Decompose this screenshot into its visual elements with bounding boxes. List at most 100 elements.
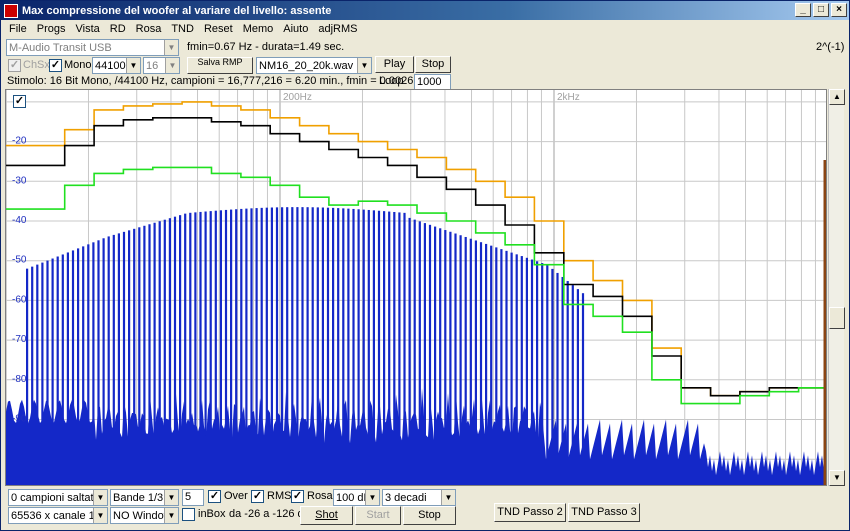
rosa-checkbox[interactable]: ✓ [291,490,304,503]
spectrum-plot: 200Hz 2kHz -20 -30 -40 -50 -60 -70 -80 -90 [6,90,826,485]
over-checkbox[interactable]: ✓ [208,490,221,503]
menu-vista[interactable]: Vista [75,22,100,35]
db-label: -50 [12,255,27,266]
spectrum-bar [148,224,151,485]
spectrum-bar [383,211,386,485]
graph-scrollbar[interactable]: ▲ ▼ [828,89,845,486]
shot-button[interactable]: Shot [300,506,353,525]
spectrum-bar [556,272,559,485]
spectrum-bar [214,210,217,485]
spectrum-bar [138,227,141,485]
spectrum-bar [469,238,472,485]
spectrum-bar [194,212,197,485]
spectrum-bar [449,231,452,485]
spectrum-bar [143,225,146,485]
scroll-down-icon[interactable]: ▼ [829,470,845,486]
salva-rmp-button[interactable]: Salva RMP [187,57,253,74]
spectrum-bar [265,207,268,485]
decadi-select[interactable]: 3 decadi ▼ [382,489,456,506]
minimize-button[interactable]: _ [795,3,811,17]
close-button[interactable]: × [831,3,847,17]
spectrum-bar [485,243,488,485]
spectrum-bar [117,233,120,485]
db-label: -30 [12,175,27,186]
spectrum-bar [66,252,69,485]
inbox-checkbox[interactable] [182,508,195,521]
tnd-passo-3-button[interactable]: TND Passo 3 [568,503,640,522]
scroll-thumb[interactable] [829,307,845,329]
menu-memo[interactable]: Memo [242,22,274,35]
spectrum-bar [454,233,457,485]
spectrum-bar [418,221,421,485]
loop-input[interactable]: 1000 [414,74,451,91]
spectrum-bar [388,211,391,485]
rosa-label: Rosa [307,490,333,502]
start-button[interactable]: Start [355,506,401,525]
spectrum-bar [505,250,508,485]
spectrum-bar [362,209,365,485]
menu-rosa[interactable]: Rosa [135,22,162,35]
menu-file[interactable]: File [9,22,27,35]
stop-bottom-button[interactable]: Stop [403,506,456,525]
bits-select[interactable]: 16 ▼ [143,57,180,74]
spectrum-bar [377,210,381,485]
spectrum-bar [576,289,579,485]
campioni-select[interactable]: 0 campioni saltati ▼ [8,489,108,506]
spectrum-bar [434,226,437,485]
response-line-orange [6,101,826,397]
spectrum-bar [479,242,483,485]
freq-label: 200Hz [283,92,312,103]
spectrum-bar [367,209,370,485]
menu-adjrms[interactable]: adjRMS [318,22,358,35]
tnd-passo-2-button[interactable]: TND Passo 2 [494,503,566,522]
spectrum-bar [230,209,233,485]
mono-checkbox[interactable]: ✓ [49,59,62,72]
wav-file-select[interactable]: NM16_20_20k.wav ▼ [256,57,372,74]
spectrum-bar [122,231,126,485]
rms-checkbox[interactable]: ✓ [251,490,264,503]
spectrum-bar [112,234,115,485]
spectrum-bar [82,246,85,485]
window-select[interactable]: NO Windows ▼ [110,507,179,524]
spectrum-bar [306,207,309,485]
stop-top-button[interactable]: Stop [415,56,451,73]
maximize-button[interactable]: □ [813,3,829,17]
device-select[interactable]: M-Audio Transit USB ▼ [6,39,179,56]
window-title: Max compressione del woofer al variare d… [22,4,332,17]
spectrum-bar [36,264,39,485]
spectrum-bar [77,248,80,485]
bande-num-input[interactable]: 5 [182,489,204,506]
menu-reset[interactable]: Reset [203,22,233,35]
menu-progs[interactable]: Progs [36,22,66,35]
bande-select[interactable]: Bande 1/3 ▼ [110,489,179,506]
spectrum-bar [56,256,59,485]
spectrum-bar [357,209,360,485]
fft-select[interactable]: 65536 x canale 16 ▼ [8,507,108,524]
menu-tnd[interactable]: TND [171,22,194,35]
fmin-label: fmin=0.67 Hz - durata=1.49 sec. [187,41,345,53]
inbox-label: inBox [198,508,226,520]
spectrum-bar [428,224,432,485]
menu-rd[interactable]: RD [109,22,126,35]
spectrum-bar [444,230,447,485]
db-label: -20 [12,136,27,147]
graph-checkbox[interactable]: ✓ [13,95,26,108]
spectrum-bar [439,228,442,485]
spectrum-bar [571,285,574,485]
spectrum-bar [219,210,222,485]
spectrum-bar [158,221,161,485]
spectrum-bar [275,207,279,485]
spectrum-bar [561,276,564,485]
samplerate-select[interactable]: 44100 ▼ [92,57,141,74]
play-button[interactable]: Play [375,56,414,73]
noise-floor [6,388,826,485]
db-range-label: da -26 a -126 dB [229,508,311,520]
scroll-up-icon[interactable]: ▲ [829,89,845,105]
chevron-down-icon: ▼ [165,58,179,73]
menu-aiuto[interactable]: Aiuto [283,22,309,35]
spectrum-bar [102,238,105,485]
db-range-select[interactable]: 100 dB ▼ [333,489,380,506]
spectrum-bar [551,268,554,485]
spectrum-bar [423,223,426,485]
chsx-checkbox[interactable]: ✓ [8,59,21,72]
